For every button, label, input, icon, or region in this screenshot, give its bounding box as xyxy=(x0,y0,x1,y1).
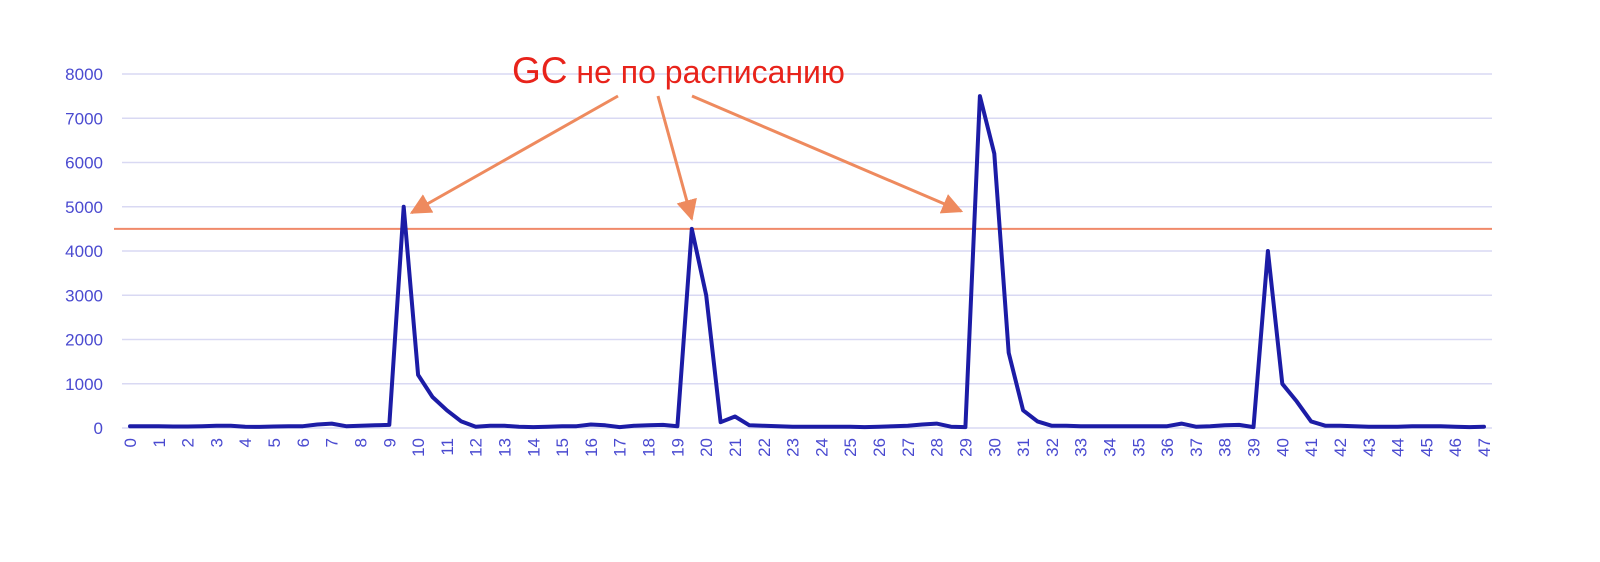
x-tick-label: 26 xyxy=(870,438,889,457)
x-tick-label: 0 xyxy=(121,438,140,447)
x-tick-label: 46 xyxy=(1446,438,1465,457)
x-tick-label: 40 xyxy=(1273,438,1292,457)
x-tick-label: 15 xyxy=(553,438,572,457)
y-tick-label: 4000 xyxy=(65,242,103,261)
x-tick-label: 35 xyxy=(1129,438,1148,457)
x-tick-label: 45 xyxy=(1417,438,1436,457)
x-tick-label: 43 xyxy=(1360,438,1379,457)
x-tick-label: 16 xyxy=(582,438,601,457)
x-tick-label: 21 xyxy=(726,438,745,457)
y-axis: 0 1000 2000 3000 4000 5000 6000 7000 8000 xyxy=(65,65,103,438)
x-tick-label: 41 xyxy=(1302,438,1321,457)
annotation-text: GC не по расписанию xyxy=(512,50,845,91)
x-tick-label: 12 xyxy=(467,438,486,457)
y-tick-label: 0 xyxy=(94,419,103,438)
annotation-text-prefix: GC xyxy=(512,50,568,91)
x-tick-label: 34 xyxy=(1100,438,1119,457)
x-tick-label: 11 xyxy=(438,438,457,456)
annotation-group: GC не по расписанию xyxy=(409,50,964,221)
x-tick-label: 6 xyxy=(294,438,313,447)
x-tick-label: 42 xyxy=(1331,438,1350,457)
x-tick-label: 19 xyxy=(668,438,687,457)
x-axis: 0 1 2 3 4 5 6 7 8 9 10 11 12 13 14 15 16 17 18 19 20 21 22 23 24… xyxy=(121,438,1494,457)
y-tick-label: 5000 xyxy=(65,198,103,217)
x-tick-label: 1 xyxy=(150,438,169,447)
x-tick-label: 7 xyxy=(323,438,342,447)
x-tick-label: 10 xyxy=(409,438,428,457)
x-tick-label: 22 xyxy=(755,438,774,457)
x-tick-label: 29 xyxy=(956,438,975,457)
x-tick-label: 24 xyxy=(812,438,831,457)
y-tick-label: 7000 xyxy=(65,109,103,128)
x-tick-label: 28 xyxy=(928,438,947,457)
y-tick-label: 8000 xyxy=(65,65,103,84)
x-tick-label: 2 xyxy=(179,438,198,447)
gridlines xyxy=(122,73,1492,429)
y-tick-label: 1000 xyxy=(65,375,103,394)
x-tick-label: 4 xyxy=(236,438,255,447)
x-tick-label: 32 xyxy=(1043,438,1062,457)
x-tick-label: 44 xyxy=(1389,438,1408,457)
x-tick-label: 33 xyxy=(1072,438,1091,457)
x-tick-label: 47 xyxy=(1475,438,1494,457)
x-tick-label: 38 xyxy=(1216,438,1235,457)
x-tick-label: 3 xyxy=(207,438,226,447)
series-line-0 xyxy=(128,94,1486,430)
series-group xyxy=(128,94,1486,430)
x-tick-label: 25 xyxy=(841,438,860,457)
x-tick-label: 39 xyxy=(1245,438,1264,457)
x-tick-label: 18 xyxy=(640,438,659,457)
x-tick-label: 27 xyxy=(899,438,918,457)
x-tick-label: 30 xyxy=(985,438,1004,457)
y-tick-label: 6000 xyxy=(65,154,103,173)
x-tick-label: 31 xyxy=(1014,438,1033,457)
x-tick-label: 37 xyxy=(1187,438,1206,457)
x-tick-label: 9 xyxy=(380,438,399,447)
x-tick-label: 14 xyxy=(524,438,543,457)
x-tick-label: 8 xyxy=(351,438,370,447)
annotation-arrow xyxy=(691,94,964,214)
annotation-text-rest: не по расписанию xyxy=(568,54,845,90)
y-tick-label: 3000 xyxy=(65,286,103,305)
annotation-arrow xyxy=(409,94,619,215)
x-tick-label: 20 xyxy=(697,438,716,457)
x-tick-label: 13 xyxy=(496,438,515,457)
x-tick-label: 36 xyxy=(1158,438,1177,457)
annotation-arrow xyxy=(656,95,697,221)
x-tick-label: 23 xyxy=(784,438,803,457)
x-tick-label: 5 xyxy=(265,438,284,447)
x-tick-label: 17 xyxy=(611,438,630,457)
y-tick-label: 2000 xyxy=(65,331,103,350)
